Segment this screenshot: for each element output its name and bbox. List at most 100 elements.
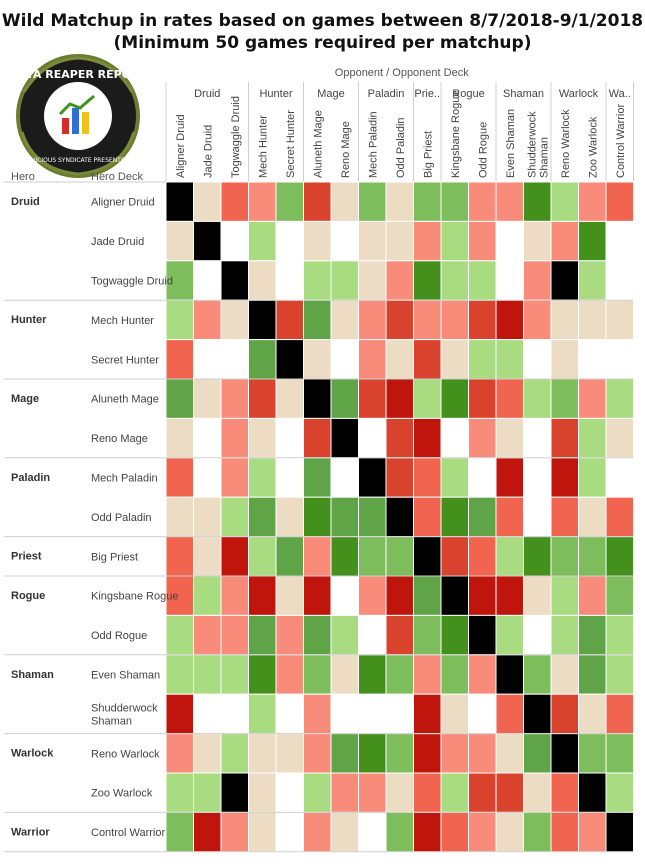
matchup-cell [413, 378, 442, 419]
matchup-cell [165, 811, 194, 853]
matchup-cell [220, 457, 249, 498]
matchup-cell [303, 339, 332, 380]
row-deck-label: Shudderwock Shaman [91, 702, 158, 727]
matchup-cell [523, 457, 552, 498]
matchup-cell [248, 417, 277, 459]
matchup-cell [578, 693, 607, 735]
matchup-cell [495, 457, 524, 498]
matchup-cell [248, 339, 277, 380]
title-line-1: Wild Matchup in rates based on games bet… [1, 11, 644, 31]
matchup-cell [550, 181, 579, 222]
matchup-cell [413, 575, 442, 616]
matchup-cell [358, 457, 387, 498]
column-group-label: Shaman [503, 88, 544, 100]
matchup-cell [578, 220, 607, 262]
matchup-cell [275, 378, 304, 419]
row-group-label: Hunter [11, 314, 47, 326]
matchup-cell [220, 181, 249, 222]
column-group-label: Druid [194, 88, 220, 100]
matchup-cell [440, 220, 469, 262]
row-deck-label: Zoo Warlock [91, 788, 153, 800]
matchup-cell [330, 614, 359, 656]
matchup-cell [358, 299, 387, 341]
column-group-label: Paladin [368, 88, 405, 100]
matchup-cell [605, 693, 634, 735]
row-deck-label: Aluneth Mage [91, 394, 159, 406]
matchup-cell [303, 220, 332, 262]
matchup-cell [495, 693, 524, 735]
matchup-cell [413, 220, 442, 262]
matchup-cell [523, 220, 552, 262]
matchup-cell [165, 693, 194, 735]
matchup-cell [605, 733, 634, 774]
matchup-cell [358, 496, 387, 538]
matchup-cell [468, 260, 497, 301]
matchup-cell [550, 260, 579, 301]
matchup-cell [248, 575, 277, 616]
matchup-cell [605, 299, 634, 341]
matchup-cell [330, 299, 359, 341]
matchup-cell [358, 181, 387, 222]
matchup-cell [523, 181, 552, 222]
matchup-cell [550, 536, 579, 577]
matchup-cell [440, 260, 469, 301]
matchup-cell [413, 654, 442, 695]
row-group-label: Warlock [11, 748, 54, 760]
matchup-cell [193, 575, 222, 616]
matchup-cell [220, 772, 249, 813]
matchup-cell [413, 299, 442, 341]
matchup-cell [330, 811, 359, 853]
matchup-cell [605, 417, 634, 459]
matchup-cell [385, 181, 414, 222]
matchup-cell [495, 614, 524, 656]
matchup-cell [440, 496, 469, 538]
matchup-cell [495, 339, 524, 380]
data-reaper-logo: DATA REAPER REPORT VICIOUS SYNDICATE PRE… [14, 54, 142, 178]
row-group-label: Druid [11, 196, 40, 208]
matchup-cell [303, 693, 332, 735]
matchup-cell [523, 496, 552, 538]
matchup-cell [468, 181, 497, 222]
matchup-cell [495, 536, 524, 577]
matchup-cell [303, 575, 332, 616]
matchup-cell [468, 339, 497, 380]
column-group-label: Prie.. [414, 88, 440, 100]
matchup-cell [495, 496, 524, 538]
matchup-cell [605, 575, 634, 616]
column-group-label: Wa.. [609, 88, 631, 100]
matchup-cell [193, 220, 222, 262]
matchup-cell [165, 299, 194, 341]
matchup-cell [385, 220, 414, 262]
matchup-cell [193, 733, 222, 774]
matchup-cell [165, 733, 194, 774]
matchup-cell [303, 260, 332, 301]
matchup-cell [220, 260, 249, 301]
matchup-cell [330, 260, 359, 301]
column-deck-label: Reno Warlock [560, 109, 572, 178]
row-axis-label-deck: Hero Deck [91, 171, 143, 183]
column-deck-label: Mech Paladin [367, 111, 379, 178]
matchup-cell [303, 614, 332, 656]
matchup-cell [578, 378, 607, 419]
matchup-cell [468, 693, 497, 735]
matchup-cell [550, 772, 579, 813]
matchup-cell [495, 575, 524, 616]
matchup-cell [275, 299, 304, 341]
matchup-cell [523, 693, 552, 735]
matchup-cell [468, 220, 497, 262]
matchup-cell [248, 260, 277, 301]
matchup-cell [605, 772, 634, 813]
matchup-cell [193, 536, 222, 577]
matchup-cell [220, 693, 249, 735]
row-deck-label: Secret Hunter [91, 354, 159, 366]
matchup-cell [330, 339, 359, 380]
logo-text-top: DATA REAPER REPORT [14, 68, 142, 81]
matchup-cell [385, 417, 414, 459]
matchup-cell [193, 299, 222, 341]
matchup-cell [248, 181, 277, 222]
matchup-cell [248, 733, 277, 774]
matchup-cell [220, 339, 249, 380]
matchup-cell [523, 772, 552, 813]
matchup-cell [550, 733, 579, 774]
